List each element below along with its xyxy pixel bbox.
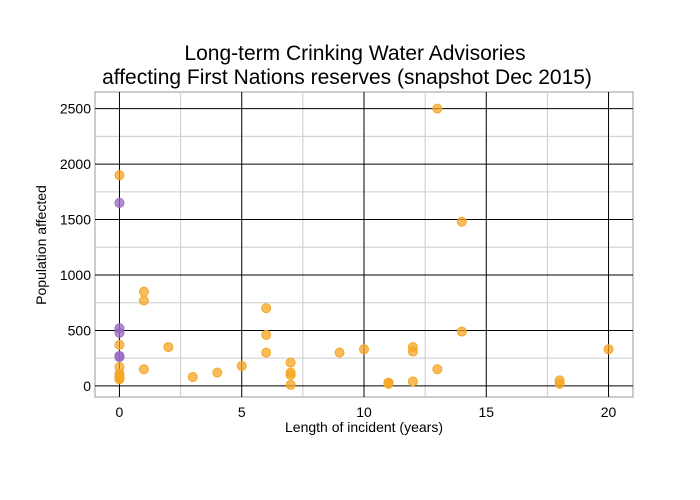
y-tick-label: 1500 [60, 212, 91, 228]
data-point [456, 326, 467, 337]
data-point [285, 369, 296, 380]
y-tick-label: 1000 [60, 267, 91, 283]
data-point [138, 364, 149, 375]
data-point [407, 346, 418, 357]
data-point [554, 378, 565, 389]
y-axis-ticks: 0 500 1000 1500 2000 2500 [60, 101, 91, 394]
data-point [138, 286, 149, 297]
data-point [114, 374, 125, 385]
data-point [285, 379, 296, 390]
data-point [261, 347, 272, 358]
x-tick-label: 10 [356, 404, 372, 420]
data-point [114, 327, 125, 338]
y-tick-label: 2500 [60, 101, 91, 117]
data-point [114, 352, 125, 363]
data-point [603, 344, 614, 355]
data-point [114, 197, 125, 208]
major-gridlines [95, 92, 633, 397]
y-axis-label: Population affected [33, 185, 49, 305]
x-axis-label: Length of incident (years) [285, 419, 443, 435]
x-axis-ticks: 0 5 10 15 20 [116, 404, 617, 420]
data-point [163, 342, 174, 353]
data-points [114, 103, 614, 390]
data-point [456, 216, 467, 227]
data-point [432, 364, 443, 375]
data-point [187, 372, 198, 383]
data-point [334, 347, 345, 358]
y-tick-label: 500 [68, 322, 92, 338]
y-tick-label: 2000 [60, 156, 91, 172]
data-point [359, 344, 369, 355]
data-point [138, 295, 149, 306]
y-tick-label: 0 [83, 378, 91, 394]
x-tick-label: 0 [116, 404, 124, 420]
data-point [285, 357, 296, 368]
data-point [236, 360, 247, 371]
chart-title-line1: Long-term Crinking Water Advisories [184, 42, 525, 65]
chart-title-line2: affecting First Nations reserves (snapsh… [102, 66, 592, 89]
x-tick-label: 20 [601, 404, 617, 420]
data-point [261, 303, 272, 314]
data-point [212, 367, 223, 378]
data-point [432, 103, 443, 114]
data-point [261, 329, 272, 340]
data-point [114, 339, 125, 350]
data-point [114, 170, 125, 181]
x-tick-label: 5 [238, 404, 246, 420]
data-point [383, 378, 394, 389]
data-point [407, 376, 418, 387]
x-tick-label: 15 [478, 404, 494, 420]
